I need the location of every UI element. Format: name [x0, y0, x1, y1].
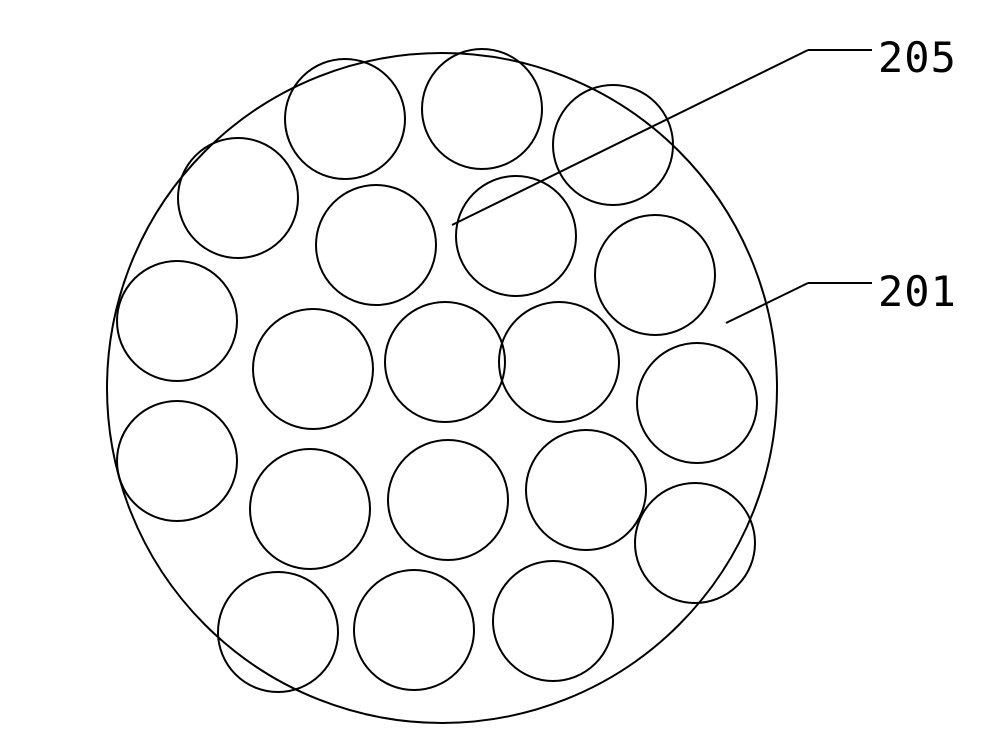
hole-circle — [493, 561, 613, 681]
callout-leader-201 — [726, 283, 808, 323]
hole-circle — [117, 401, 237, 521]
callout-leader-205 — [452, 50, 808, 225]
hole-circle — [635, 483, 755, 603]
diagram-svg — [0, 0, 1000, 756]
hole-circle — [354, 570, 474, 690]
callout-label-201: 201 — [878, 267, 957, 316]
hole-circle — [526, 430, 646, 550]
hole-circle — [637, 343, 757, 463]
hole-circle — [253, 309, 373, 429]
hole-circle — [385, 302, 505, 422]
hole-circle — [595, 215, 715, 335]
hole-circle — [117, 261, 237, 381]
hole-circle — [178, 138, 298, 258]
hole-circle — [218, 572, 338, 692]
hole-circle — [499, 302, 619, 422]
diagram-stage: 205 201 — [0, 0, 1000, 756]
hole-circle — [316, 185, 436, 305]
hole-circle — [388, 440, 508, 560]
hole-circle — [422, 49, 542, 169]
callout-label-205: 205 — [878, 33, 957, 82]
hole-circle — [250, 449, 370, 569]
hole-circle — [285, 59, 405, 179]
